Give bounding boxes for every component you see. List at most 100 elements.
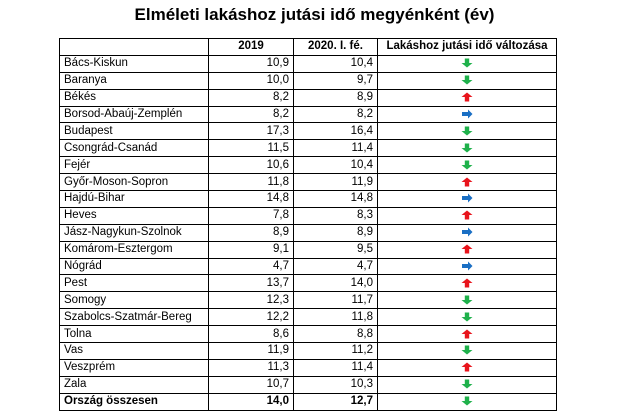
value-2020: 11,4 <box>293 139 378 158</box>
change-indicator <box>377 190 557 208</box>
table-row: Pest 13,7 14,0 <box>59 274 557 293</box>
value-2020: 11,8 <box>293 308 378 327</box>
value-2020: 11,9 <box>293 173 378 192</box>
arrow-up-icon <box>461 177 473 187</box>
value-2020: 9,7 <box>293 71 378 90</box>
row-name: Budapest <box>59 122 209 141</box>
table-body: Bács-Kiskun 10,9 10,4 Baranya 10,0 9,7 Békés 8,… <box>59 54 557 411</box>
value-2020: 16,4 <box>293 122 378 141</box>
value-2020: 12,7 <box>293 392 378 411</box>
arrow-up-icon <box>461 362 473 372</box>
change-indicator <box>377 88 557 107</box>
change-indicator <box>377 291 557 310</box>
value-2019: 14,8 <box>208 190 294 208</box>
value-2019: 10,6 <box>208 156 294 175</box>
value-2019: 12,2 <box>208 308 294 327</box>
change-indicator <box>377 206 557 225</box>
row-name: Ország összesen <box>59 392 209 411</box>
change-indicator <box>377 274 557 293</box>
table-row: Győr-Moson-Sopron 11,8 11,9 <box>59 173 557 192</box>
header-2019: 2019 <box>208 38 294 56</box>
value-2020: 11,7 <box>293 291 378 310</box>
value-2019: 17,3 <box>208 122 294 141</box>
row-name: Szabolcs-Szatmár-Bereg <box>59 308 209 327</box>
value-2019: 8,9 <box>208 223 294 242</box>
change-indicator <box>377 71 557 90</box>
arrow-down-icon <box>461 379 473 389</box>
change-indicator <box>377 139 557 158</box>
change-indicator <box>377 173 557 192</box>
arrow-up-icon <box>461 210 473 220</box>
chart-title: Elméleti lakáshoz jutási idő megyénként … <box>134 5 495 24</box>
row-name: Hajdú-Bihar <box>59 190 209 208</box>
row-name: Heves <box>59 206 209 225</box>
value-2019: 13,7 <box>208 274 294 293</box>
change-indicator <box>377 308 557 327</box>
value-2020: 8,8 <box>293 325 378 344</box>
row-name: Csongrád-Csanád <box>59 139 209 158</box>
change-indicator <box>377 257 557 276</box>
header-row: 2019 2020. I. fé. Lakáshoz jutási idő vá… <box>59 38 557 56</box>
value-2020: 11,4 <box>293 358 378 377</box>
row-name: Békés <box>59 88 209 107</box>
value-2019: 14,0 <box>208 392 294 411</box>
arrow-down-icon <box>461 345 473 355</box>
change-indicator <box>377 375 557 394</box>
arrow-down-icon <box>461 312 473 322</box>
value-2019: 11,8 <box>208 173 294 192</box>
value-2019: 11,3 <box>208 358 294 377</box>
value-2019: 8,2 <box>208 88 294 107</box>
arrow-same-icon <box>462 109 473 119</box>
arrow-up-icon <box>461 244 473 254</box>
value-2020: 14,0 <box>293 274 378 293</box>
value-2020: 8,2 <box>293 105 378 124</box>
value-2019: 8,2 <box>208 105 294 124</box>
change-indicator <box>377 105 557 124</box>
header-change: Lakáshoz jutási idő változása <box>377 38 557 56</box>
value-2019: 10,9 <box>208 54 294 73</box>
row-name: Baranya <box>59 71 209 90</box>
change-indicator <box>377 223 557 242</box>
row-name: Fejér <box>59 156 209 175</box>
arrow-down-icon <box>461 295 473 305</box>
row-name: Somogy <box>59 291 209 310</box>
table-row: Tolna 8,6 8,8 <box>59 325 557 344</box>
value-2020: 9,5 <box>293 240 378 259</box>
table-row: Vas 11,9 11,2 <box>59 342 557 360</box>
table-row: Zala 10,7 10,3 <box>59 375 557 394</box>
value-2019: 7,8 <box>208 206 294 225</box>
table-row: Komárom-Esztergom 9,1 9,5 <box>59 240 557 259</box>
value-2020: 8,3 <box>293 206 378 225</box>
arrow-same-icon <box>462 261 473 271</box>
change-indicator <box>377 54 557 73</box>
value-2019: 10,7 <box>208 375 294 394</box>
value-2020: 8,9 <box>293 223 378 242</box>
value-2019: 9,1 <box>208 240 294 259</box>
table-row: Heves 7,8 8,3 <box>59 206 557 225</box>
arrow-same-icon <box>462 227 473 237</box>
row-name: Komárom-Esztergom <box>59 240 209 259</box>
row-name: Veszprém <box>59 358 209 377</box>
value-2020: 11,2 <box>293 342 378 360</box>
table-row: Szabolcs-Szatmár-Bereg 12,2 11,8 <box>59 308 557 327</box>
arrow-down-icon <box>461 58 473 68</box>
table-row: Békés 8,2 8,9 <box>59 88 557 107</box>
change-indicator <box>377 122 557 141</box>
table-row: Bács-Kiskun 10,9 10,4 <box>59 54 557 73</box>
change-indicator <box>377 358 557 377</box>
data-table: 2019 2020. I. fé. Lakáshoz jutási idő vá… <box>59 38 557 411</box>
table-row: Somogy 12,3 11,7 <box>59 291 557 310</box>
table-row: Baranya 10,0 9,7 <box>59 71 557 90</box>
table-row: Jász-Nagykun-Szolnok 8,9 8,9 <box>59 223 557 242</box>
arrow-up-icon <box>461 92 473 102</box>
value-2020: 10,3 <box>293 375 378 394</box>
table-row: Veszprém 11,3 11,4 <box>59 358 557 377</box>
row-name: Pest <box>59 274 209 293</box>
change-indicator <box>377 240 557 259</box>
table-row: Budapest 17,3 16,4 <box>59 122 557 141</box>
arrow-down-icon <box>461 396 473 406</box>
value-2019: 8,6 <box>208 325 294 344</box>
row-name: Vas <box>59 342 209 360</box>
arrow-down-icon <box>461 143 473 153</box>
change-indicator <box>377 156 557 175</box>
